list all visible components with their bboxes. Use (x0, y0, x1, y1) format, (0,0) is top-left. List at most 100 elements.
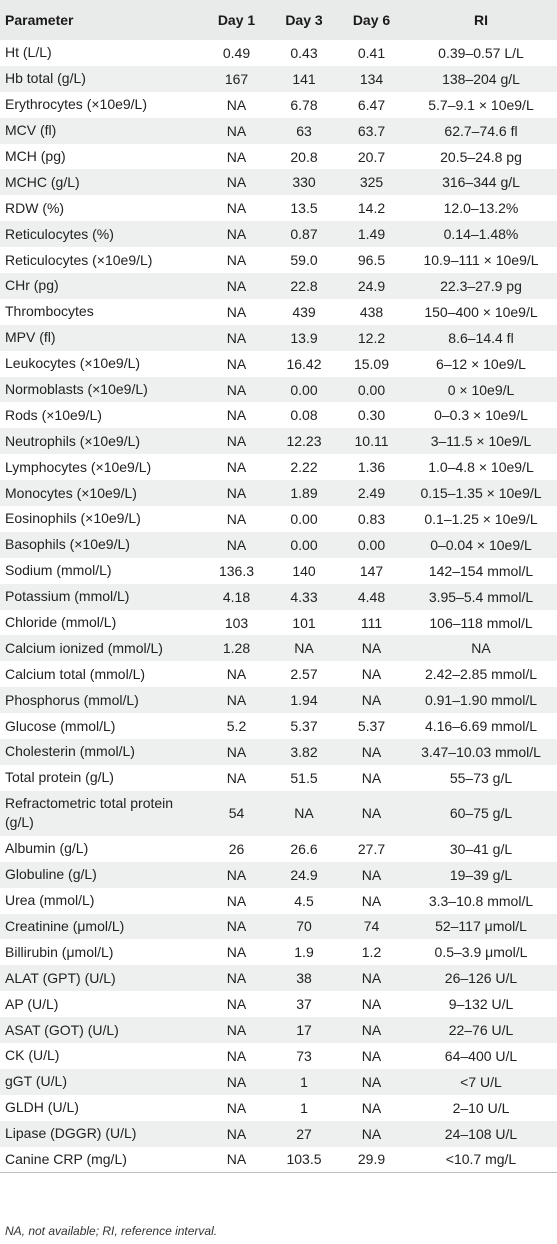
cell-day-1: 0.49 (222, 44, 251, 61)
table-row: Leukocytes (×10e9/L) NA 16.42 15.09 6–12 × 1… (0, 351, 557, 377)
cell-ri: 10.9–111 × 10e9/L (423, 252, 539, 269)
cell-day-6: NA (361, 1125, 382, 1142)
cell-ri: 138–204 g/L (442, 70, 520, 87)
cell-day-3: 17 (296, 1022, 312, 1038)
cell-day-3: 1.94 (290, 692, 318, 709)
cell-day-3: 4.33 (290, 588, 318, 605)
cell-day-6: 111 (360, 614, 383, 631)
cell-day-1: NA (226, 148, 247, 165)
cell-ri: 19–39 g/L (449, 866, 513, 883)
table-row: Refractometric total protein (g/L) 54 NA NA… (0, 790, 557, 836)
cell-day-1: NA (226, 1099, 247, 1116)
table-row: Rods (×10e9/L) NA 0.08 0.30 0–0.3 × 10e9/L (0, 402, 557, 428)
cell-ri: 0.15–1.35 × 10e9/L (420, 485, 542, 502)
cell-ri: 3.3–10.8 mmol/L (428, 892, 534, 909)
cell-day-1: 103 (224, 614, 249, 631)
cell-day-1: NA (226, 510, 247, 527)
table-row: MPV (fl) NA 13.9 12.2 8.6–14.4 fl (0, 324, 557, 351)
cell-day-1: NA (226, 536, 247, 553)
cell-day-1: NA (203, 1146, 270, 1173)
cell-parameter: Urea (mmol/L) (5, 892, 95, 909)
cell-day-1: NA (226, 944, 247, 961)
table-row: GLDH (U/L) NA 1 NA 2–10 U/L (0, 1095, 557, 1121)
cell-day-3: 73 (296, 1047, 312, 1064)
table-row: Phosphorus (mmol/L) NA 1.94 NA 0.91–1.90 mmo… (0, 687, 557, 714)
cell-day-1: NA (226, 122, 247, 139)
cell-parameter: CHr (pg) (5, 277, 59, 294)
cell-day-3: 101 (292, 614, 316, 631)
cell-day-1: NA (226, 918, 247, 935)
cell-day-6: 10.11 (354, 433, 389, 450)
cell-parameter: Reticulocytes (%) (5, 225, 114, 242)
cell-day-1: 26 (228, 840, 245, 857)
cell-day-6: 147 (359, 562, 384, 579)
cell-day-1: NA (226, 866, 247, 883)
cell-day-3: 70 (296, 918, 312, 935)
cell-day-3: NA (294, 640, 314, 657)
cell-day-1: 5.2 (226, 718, 247, 735)
cell-parameter: MPV (fl) (5, 329, 56, 346)
table-row: Ht (L/L) 0.49 0.43 0.41 0.39–0.57 L/L (0, 40, 557, 66)
cell-day-3: 2.22 (290, 459, 318, 476)
table-row: Thrombocytes NA 439 438 150–400 × 10e9/L (0, 299, 557, 325)
cell-parameter: Potassium (mmol/L) (5, 588, 130, 605)
cell-day-6: 29.9 (338, 1146, 405, 1173)
cell-day-6: 96.5 (357, 252, 386, 269)
cell-ri: 62.7–74.6 fl (444, 122, 518, 139)
cell-ri: 1.0–4.8 × 10e9/L (428, 459, 534, 476)
cell-day-1: NA (226, 1125, 247, 1142)
table-row: Lymphocytes (×10e9/L) NA 2.22 1.36 1.0–4.8 ×… (0, 454, 557, 480)
cell-day-6: NA (361, 1099, 382, 1116)
cell-ri: 142–154 mmol/L (428, 562, 534, 579)
cell-day-6: 27.7 (357, 840, 386, 857)
cell-parameter: Leukocytes (×10e9/L) (5, 355, 141, 372)
cell-parameter: Rods (×10e9/L) (5, 406, 102, 423)
table-row: Calcium ionized (mmol/L) 1.28 NA NA NA (0, 635, 557, 662)
cell-day-1: NA (226, 329, 247, 346)
cell-parameter: GLDH (U/L) (5, 1099, 79, 1116)
cell-day-3: 24.9 (290, 866, 318, 883)
cell-day-3: 27 (296, 1125, 312, 1142)
table-row: Globuline (g/L) NA 24.9 NA 19–39 g/L (0, 861, 557, 888)
cell-day-3: 16.42 (286, 355, 322, 372)
cell-ri: NA (471, 640, 491, 657)
cell-day-6: 325 (359, 174, 384, 191)
cell-day-1: NA (226, 252, 247, 269)
table-header-row: Parameter Day 1 Day 3 Day 6 RI (0, 0, 557, 40)
cell-day-1: NA (226, 226, 247, 243)
cell-day-6: NA (361, 666, 382, 683)
cell-day-6: 12.2 (357, 329, 386, 346)
cell-ri: 150–400 × 10e9/L (424, 303, 538, 320)
table-row: Eosinophils (×10e9/L) NA 0.00 0.83 0.1–1.25 … (0, 506, 557, 532)
cell-day-3: 2.57 (290, 666, 318, 683)
table-row: Erythrocytes (×10e9/L) NA 6.78 6.47 5.7–9.1 … (0, 92, 557, 118)
cell-day-3: 330 (292, 174, 316, 191)
cell-parameter: Lymphocytes (×10e9/L) (5, 458, 152, 475)
cell-ri: 3–11.5 × 10e9/L (430, 433, 532, 450)
lab-results-table: Parameter Day 1 Day 3 Day 6 RI Ht (L/L) 0… (0, 0, 557, 1173)
cell-day-1: NA (226, 1022, 247, 1038)
cell-ri: 0.5–3.9 μmol/L (434, 944, 528, 961)
cell-ri: 3.47–10.03 mmol/L (421, 743, 541, 760)
cell-day-3: 6.78 (290, 96, 318, 113)
table-row: Reticulocytes (×10e9/L) NA 59.0 96.5 10.9–11… (0, 247, 557, 273)
cell-day-6: 438 (359, 303, 384, 320)
table-row: Billirubin (μmol/L) NA 1.9 1.2 0.5–3.9 μmol/… (0, 939, 557, 965)
cell-parameter: Glucose (mmol/L) (5, 717, 116, 734)
cell-parameter: Monocytes (×10e9/L) (5, 484, 137, 501)
cell-day-3: 140 (292, 562, 316, 579)
cell-parameter: Normoblasts (×10e9/L) (5, 381, 148, 398)
cell-ri: 9–132 U/L (448, 996, 514, 1013)
cell-parameter: Calcium ionized (mmol/L) (5, 639, 163, 656)
cell-parameter: Eosinophils (×10e9/L) (5, 510, 141, 527)
cell-day-6: 1.2 (361, 944, 382, 961)
cell-day-6: 20.7 (357, 148, 386, 165)
table-row: CHr (pg) NA 22.8 24.9 22.3–27.9 pg (0, 273, 557, 299)
cell-day-1: 136.3 (218, 562, 255, 579)
cell-day-3: 3.82 (290, 743, 318, 760)
cell-ri: 22–76 U/L (448, 1022, 514, 1038)
cell-day-3: 141 (292, 70, 316, 87)
cell-parameter: Erythrocytes (×10e9/L) (5, 96, 148, 113)
cell-day-6: 0.00 (357, 536, 386, 553)
cell-parameter: Lipase (DGGR) (U/L) (5, 1125, 137, 1142)
